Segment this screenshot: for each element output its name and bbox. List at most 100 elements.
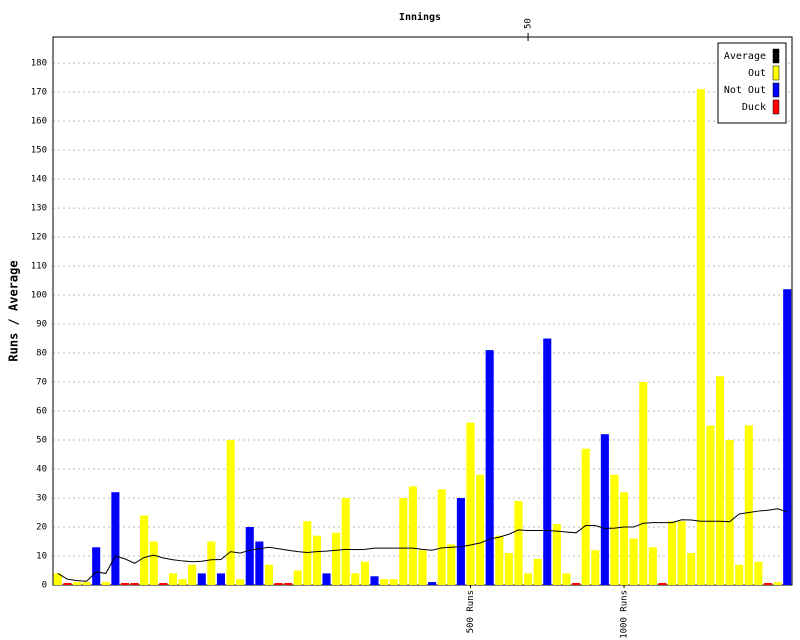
bar [687, 553, 696, 585]
bar [92, 547, 101, 585]
legend-swatch [772, 99, 780, 115]
marker-label: 500 Runs [466, 590, 476, 633]
y-tick-label: 170 [31, 88, 47, 98]
bar [178, 579, 187, 585]
bar [140, 515, 149, 585]
bar [706, 425, 715, 585]
bar [380, 579, 389, 585]
chart-title: Innings [399, 11, 441, 23]
bar [255, 541, 264, 585]
legend-label: Duck [742, 102, 766, 113]
bar [572, 583, 581, 585]
bar [341, 498, 350, 585]
y-tick-label: 0 [42, 581, 47, 591]
bar [725, 440, 734, 585]
legend-label: Out [748, 68, 766, 79]
bar [226, 440, 235, 585]
bar [763, 583, 773, 585]
bar [389, 579, 398, 585]
bar [447, 544, 456, 585]
bar [332, 532, 341, 585]
bar [418, 550, 427, 585]
y-tick-label: 80 [36, 349, 47, 359]
average-line [57, 508, 788, 582]
bar [562, 573, 571, 585]
y-tick-label: 130 [31, 204, 47, 214]
bar [101, 582, 110, 585]
bar [783, 289, 792, 585]
bar [543, 338, 552, 585]
bar [696, 89, 705, 585]
bar [552, 524, 561, 585]
bar [735, 564, 744, 585]
bar [351, 573, 360, 585]
bar [293, 570, 302, 585]
bar [437, 489, 446, 585]
bar [476, 474, 485, 585]
bar [274, 583, 283, 585]
y-tick-label: 160 [31, 117, 47, 127]
bar [360, 561, 369, 585]
bar [744, 425, 753, 585]
bar [648, 547, 657, 585]
bar [620, 492, 629, 585]
y-tick-label: 30 [36, 494, 47, 504]
bar [485, 350, 494, 585]
legend-swatch [772, 82, 780, 98]
legend-swatch [772, 48, 780, 64]
bar [677, 521, 686, 585]
y-tick-label: 150 [31, 146, 47, 156]
bar [370, 576, 379, 585]
bar [754, 561, 763, 585]
bar [591, 550, 600, 585]
y-tick-label: 50 [36, 436, 47, 446]
bar [264, 564, 273, 585]
y-tick-label: 100 [31, 291, 47, 301]
bar [668, 521, 677, 585]
bar [216, 573, 225, 585]
bar [524, 573, 533, 585]
bar [111, 492, 120, 585]
bar [408, 486, 417, 585]
bar [197, 573, 206, 585]
bar [533, 558, 542, 585]
y-tick-label: 60 [36, 407, 47, 417]
bar [312, 535, 321, 585]
y-tick-label: 10 [36, 552, 47, 562]
bar [149, 541, 158, 585]
bar [658, 583, 667, 585]
y-tick-label: 140 [31, 175, 47, 185]
y-tick-label: 20 [36, 523, 47, 533]
bar [456, 498, 465, 585]
y-tick-label: 120 [31, 233, 47, 243]
y-tick-label: 90 [36, 320, 47, 330]
bar [188, 564, 197, 585]
bar [159, 583, 168, 585]
bar [715, 376, 725, 585]
y-axis-label: Runs / Average [7, 260, 21, 361]
bar [120, 583, 130, 585]
legend-label: Average [724, 51, 766, 62]
bar [130, 583, 139, 585]
marker-label: 1000 Runs [620, 590, 630, 639]
bar [428, 582, 437, 585]
bar [610, 474, 619, 585]
legend-swatch [772, 65, 780, 81]
bar [72, 582, 82, 585]
bar [322, 573, 331, 585]
bar [639, 382, 648, 585]
bar [629, 538, 638, 585]
bar [504, 553, 513, 585]
bar [399, 498, 408, 585]
bar [581, 448, 590, 585]
bar [466, 422, 475, 585]
bar [284, 583, 293, 585]
bar [207, 541, 216, 585]
x-tick-label: 50 [524, 18, 534, 29]
y-tick-label: 110 [31, 262, 47, 272]
legend-label: Not Out [724, 85, 766, 96]
y-tick-label: 180 [31, 59, 47, 69]
bar [236, 579, 245, 585]
bar [53, 573, 62, 585]
bar [168, 573, 177, 585]
